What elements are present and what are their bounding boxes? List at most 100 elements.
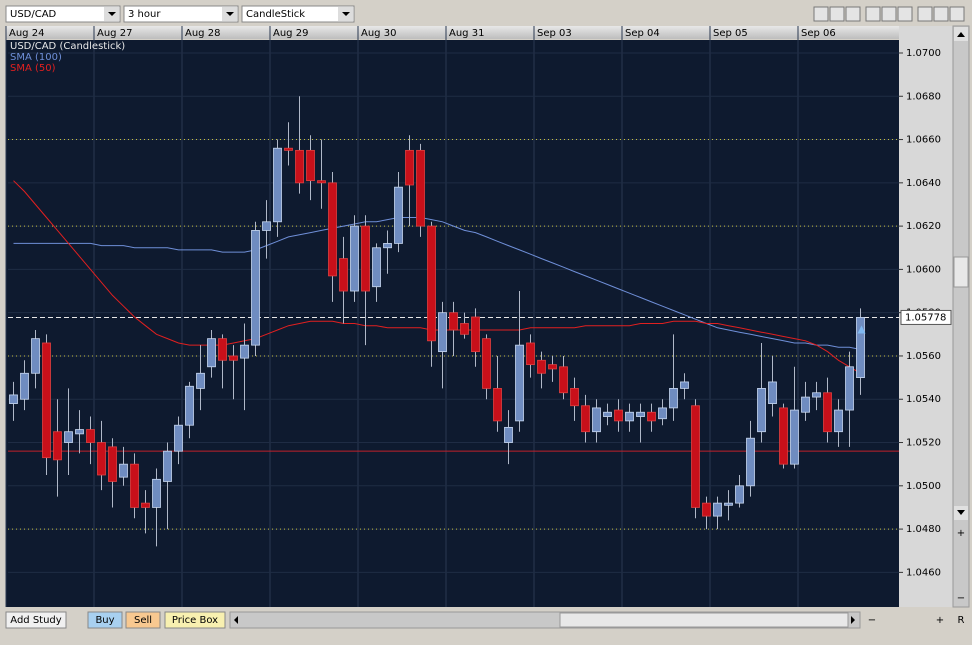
candle-body: [108, 446, 117, 482]
candle-body: [680, 381, 689, 389]
candle-body: [768, 381, 777, 404]
sma-line: [13, 217, 861, 350]
candle-body: [449, 312, 458, 331]
y-tick-label: 1.0540: [906, 394, 941, 405]
candle-body: [614, 409, 623, 422]
legend-entry: SMA (100): [10, 52, 62, 63]
last-price-box: [900, 309, 952, 325]
price-box-button[interactable]: [164, 611, 226, 629]
scroll-thumb[interactable]: [953, 256, 969, 288]
tool-button[interactable]: [917, 6, 933, 22]
zoom-out[interactable]: −: [868, 615, 876, 626]
candle-body: [9, 394, 18, 404]
candle-body: [317, 180, 326, 184]
candle-body: [273, 147, 282, 223]
candle-body: [504, 426, 513, 443]
candle-body: [306, 149, 315, 182]
y-tick-label: 1.0520: [906, 438, 941, 449]
candle-body: [691, 405, 700, 508]
scroll-track[interactable]: [952, 25, 970, 608]
arrow-icon: [108, 12, 116, 16]
tool-button[interactable]: [897, 6, 913, 22]
candle-body: [141, 502, 150, 508]
arrow-icon: [851, 616, 855, 624]
x-tick-label: Sep 04: [625, 28, 660, 39]
candle-body: [185, 385, 194, 426]
candle-body: [647, 411, 656, 422]
candle-body: [746, 437, 755, 487]
add-study-button[interactable]: [5, 611, 67, 629]
zoom-in[interactable]: +: [957, 528, 965, 539]
x-tick-label: Aug 30: [361, 28, 396, 39]
x-tick-label: Aug 27: [97, 28, 132, 39]
date-axis: [6, 26, 899, 39]
sma-line: [13, 180, 861, 374]
tool-button[interactable]: [881, 6, 897, 22]
buy-button[interactable]: [87, 611, 123, 629]
candle-body: [53, 431, 62, 461]
candle-body: [570, 388, 579, 407]
chart-title: USD/CAD (Candlestick): [10, 41, 125, 52]
button-label: Sell: [134, 615, 152, 626]
style-select[interactable]: [241, 5, 355, 23]
candle-body: [42, 342, 51, 459]
candle-body: [856, 317, 865, 379]
y-tick-label: 1.0680: [906, 91, 941, 102]
zoom-in[interactable]: +: [936, 615, 944, 626]
candle-body: [240, 344, 249, 359]
candle-body: [702, 502, 711, 517]
x-tick-label: Sep 03: [537, 28, 572, 39]
reset[interactable]: R: [958, 615, 965, 626]
style-text: CandleStick: [246, 9, 305, 20]
candle-body: [152, 478, 161, 508]
sell-button[interactable]: [125, 611, 161, 629]
candle-body: [130, 463, 139, 508]
tool-button[interactable]: [949, 6, 965, 22]
candle-body: [394, 186, 403, 244]
candles: [9, 96, 866, 547]
y-tick-label: 1.0700: [906, 48, 941, 59]
candle-body: [801, 396, 810, 413]
candle-body: [757, 388, 766, 433]
candle-body: [207, 338, 216, 368]
candle-body: [515, 344, 524, 422]
candle-body: [97, 442, 106, 476]
candle-body: [174, 424, 183, 452]
x-tick-label: Sep 06: [801, 28, 836, 39]
candle-body: [460, 323, 469, 335]
candle-body: [493, 388, 502, 422]
candle-body: [438, 312, 447, 353]
interval-text: 3 hour: [128, 9, 161, 20]
candle-body: [779, 407, 788, 465]
price-arrow: [857, 325, 866, 334]
h-scroll-thumb[interactable]: [559, 612, 849, 628]
toolbar: USD/CAD 3 hour CandleStick: [5, 5, 965, 23]
button-label: Add Study: [10, 615, 61, 626]
candle-body: [592, 407, 601, 433]
candle-body: [625, 411, 634, 422]
candle-body: [383, 243, 392, 249]
symbol-select[interactable]: [5, 5, 121, 23]
tool-button[interactable]: [933, 6, 949, 22]
interval-select[interactable]: [123, 5, 239, 23]
tool-button[interactable]: [865, 6, 881, 22]
candle-body: [845, 366, 854, 411]
candle-body: [812, 392, 821, 398]
candle-body: [823, 392, 832, 433]
candle-body: [229, 355, 238, 361]
zoom-out[interactable]: −: [957, 593, 965, 604]
candle-body: [251, 230, 260, 346]
y-tick-label: 1.0640: [906, 178, 941, 189]
axis-labels: Aug 24 Aug 27 Aug 28 Aug 29 Aug 30 Aug 31 Sep …: [9, 28, 952, 578]
tool-button[interactable]: [845, 6, 861, 22]
tool-button[interactable]: [813, 6, 829, 22]
candle-body: [581, 405, 590, 433]
tool-button[interactable]: [829, 6, 845, 22]
candle-body: [559, 366, 568, 394]
candle-body: [372, 247, 381, 288]
y-tick-label: 1.0660: [906, 135, 941, 146]
candle-body: [361, 225, 370, 292]
candle-body: [537, 359, 546, 374]
